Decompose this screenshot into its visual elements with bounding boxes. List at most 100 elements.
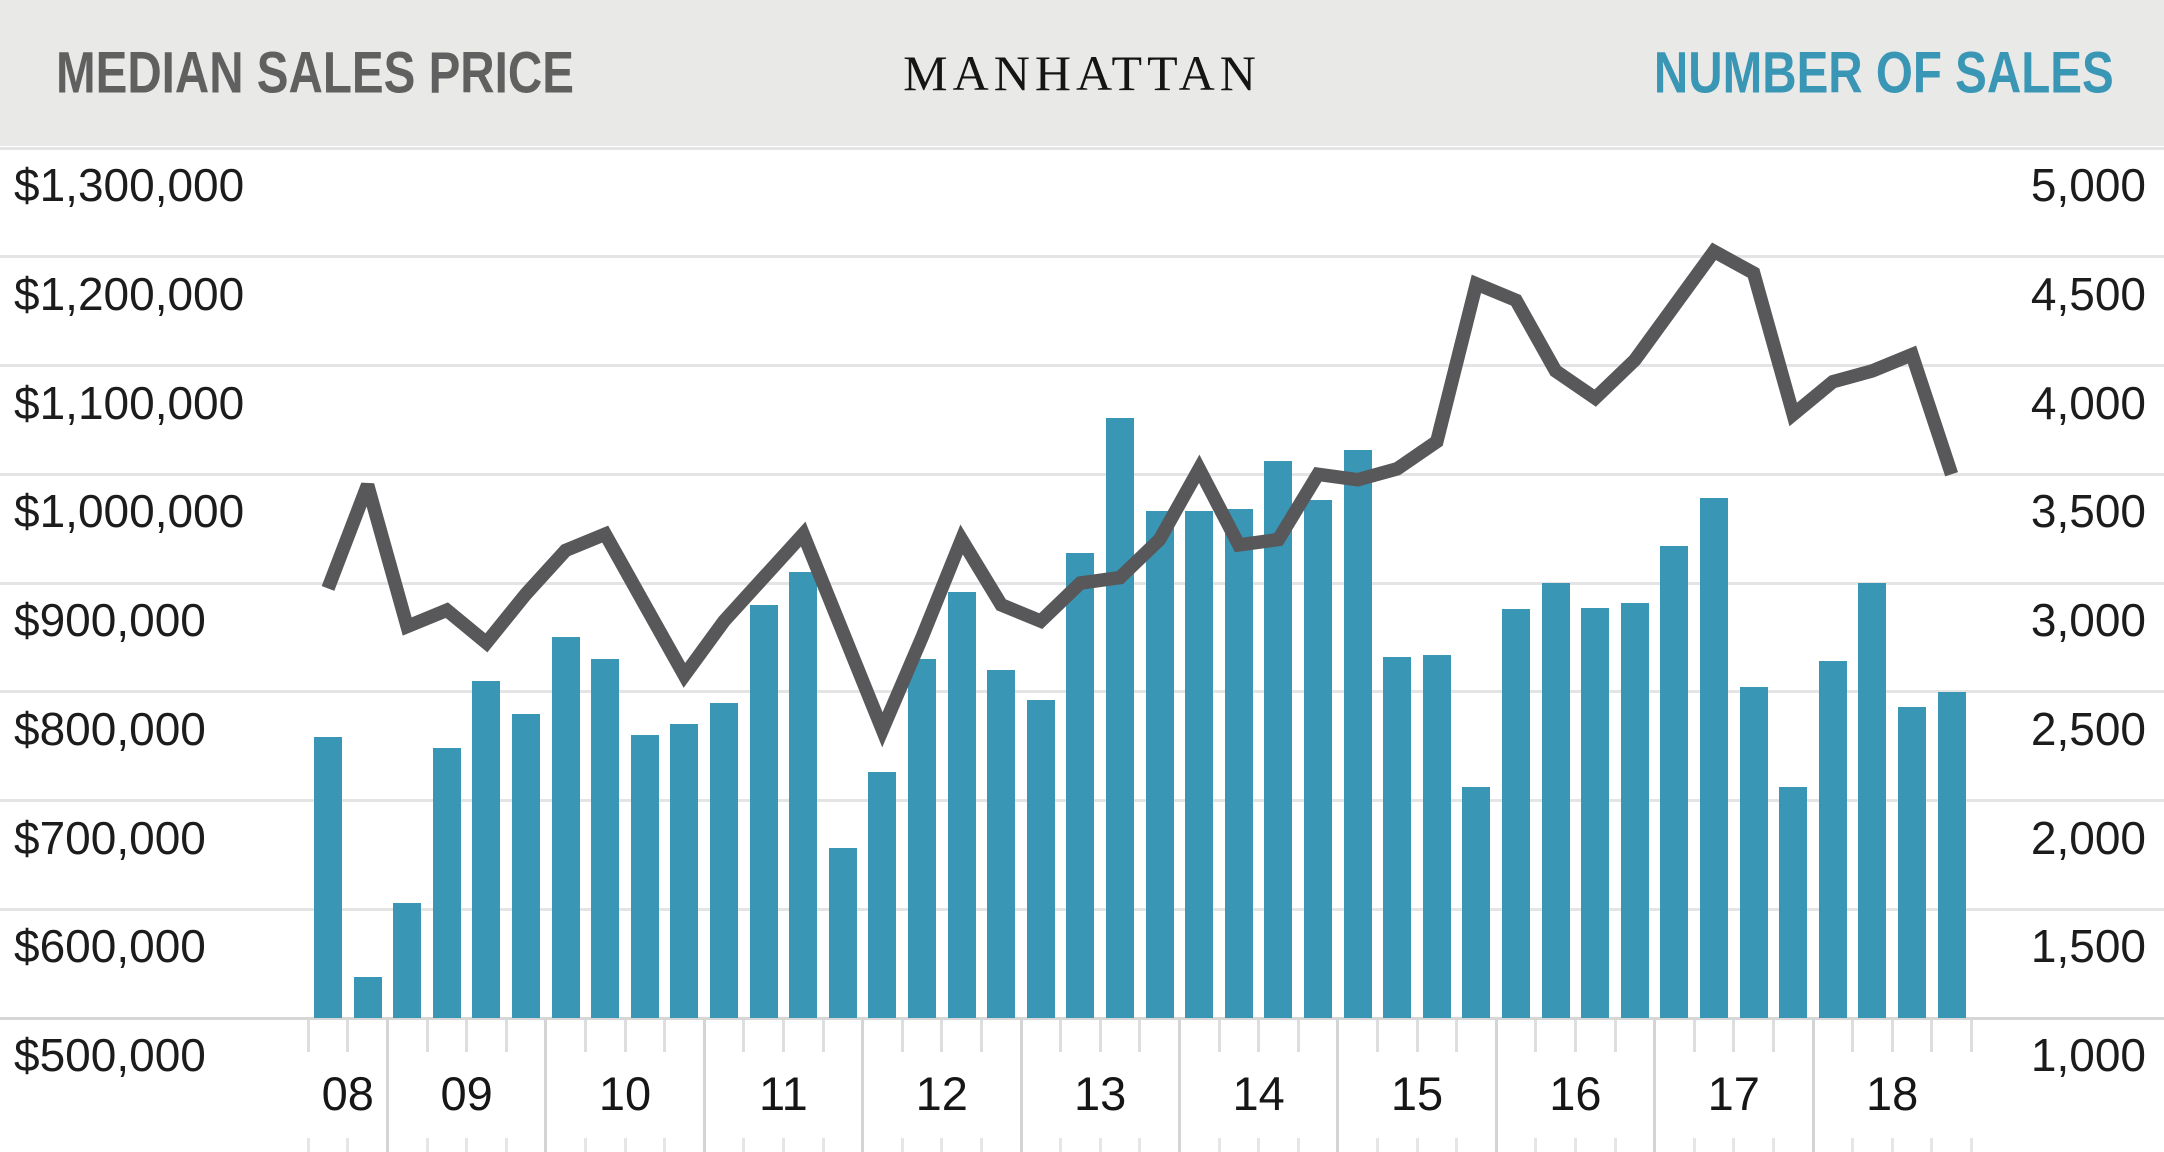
right-axis-title: NUMBER OF SALES <box>1654 40 2114 106</box>
sales-bar <box>789 572 818 1018</box>
quarter-tick <box>1059 1020 1063 1052</box>
bottom-tick <box>1059 1138 1063 1152</box>
quarter-tick <box>663 1020 667 1052</box>
bottom-tick <box>1217 1138 1221 1152</box>
sales-bar <box>1026 700 1055 1018</box>
bottom-tick <box>1851 1138 1855 1152</box>
right-axis-tick-label: 2,500 <box>2030 702 2146 755</box>
gridline <box>0 255 2164 259</box>
quarter-tick <box>979 1020 983 1052</box>
gridline <box>0 364 2164 367</box>
right-axis-tick-label: 5,000 <box>2030 159 2146 211</box>
sales-bar <box>749 604 778 1018</box>
bottom-tick <box>1296 1138 1300 1152</box>
x-axis-year-label: 10 <box>598 1067 652 1120</box>
quarter-tick <box>1771 1020 1775 1052</box>
left-axis-tick-label: $500,000 <box>14 1029 206 1081</box>
bottom-tick <box>1732 1138 1736 1152</box>
sales-bar <box>1620 602 1649 1018</box>
year-tick <box>861 1020 865 1152</box>
quarter-tick <box>1098 1020 1102 1052</box>
quarter-tick <box>1217 1020 1221 1052</box>
axis-baseline <box>0 1016 2164 1020</box>
sales-bar <box>1185 511 1214 1018</box>
quarter-tick <box>1375 1020 1379 1052</box>
bottom-tick <box>742 1138 746 1152</box>
sales-bar <box>868 772 897 1018</box>
bottom-tick <box>1415 1138 1419 1152</box>
bottom-tick <box>979 1138 983 1152</box>
quarter-tick <box>1296 1020 1300 1052</box>
bottom-tick <box>663 1138 667 1152</box>
left-axis-tick-label: $1,000,000 <box>14 485 245 538</box>
year-tick <box>1336 1020 1340 1152</box>
sales-bar <box>1937 691 1966 1018</box>
bottom-tick <box>425 1138 429 1152</box>
quarter-tick <box>940 1020 944 1052</box>
year-tick <box>1177 1020 1181 1152</box>
x-axis-year-label: 13 <box>1074 1067 1127 1120</box>
quarter-tick <box>1573 1020 1577 1052</box>
year-tick <box>385 1020 389 1152</box>
bottom-tick <box>1969 1138 1973 1152</box>
year-tick <box>702 1020 706 1152</box>
sales-bar <box>1700 498 1728 1018</box>
sales-bar <box>1224 509 1253 1018</box>
sales-bar <box>1898 706 1926 1018</box>
bottom-tick <box>1098 1138 1102 1152</box>
sales-bar <box>1858 583 1887 1018</box>
gridline <box>0 472 2164 476</box>
bottom-tick <box>1257 1138 1261 1152</box>
bottom-tick <box>940 1138 944 1152</box>
quarter-tick <box>742 1020 746 1052</box>
sales-bar <box>1739 687 1768 1018</box>
chart-header-band: MEDIAN SALES PRICE MANHATTAN NUMBER OF S… <box>0 0 2164 146</box>
bottom-tick <box>306 1138 310 1152</box>
sales-bar <box>1383 656 1412 1018</box>
quarter-tick <box>504 1020 508 1052</box>
sales-bar <box>1541 583 1570 1018</box>
bottom-tick <box>346 1138 350 1152</box>
quarter-tick <box>1890 1020 1894 1052</box>
sales-bar <box>432 748 461 1018</box>
x-axis-year-label: 16 <box>1549 1067 1602 1120</box>
left-axis-tick-label: $1,300,000 <box>14 159 245 211</box>
quarter-tick <box>1692 1020 1696 1052</box>
chart-title: MANHATTAN <box>903 45 1261 101</box>
quarter-tick <box>1257 1020 1261 1052</box>
median-price-line <box>321 242 1959 748</box>
sales-bar <box>512 713 540 1018</box>
gridline <box>0 146 2164 150</box>
bottom-tick <box>1455 1138 1459 1152</box>
quarter-tick <box>306 1020 310 1052</box>
right-axis-tick-label: 3,500 <box>2030 485 2146 538</box>
sales-bar <box>353 976 382 1018</box>
bottom-tick <box>504 1138 508 1152</box>
bottom-tick <box>1930 1138 1934 1152</box>
right-axis-tick-label: 1,500 <box>2030 920 2146 973</box>
quarter-tick <box>425 1020 429 1052</box>
bottom-tick <box>1692 1138 1696 1152</box>
quarter-tick <box>1969 1020 1973 1052</box>
right-axis-tick-label: 4,000 <box>2030 376 2146 429</box>
bottom-tick <box>1534 1138 1538 1152</box>
sales-bar <box>393 902 422 1018</box>
bottom-tick <box>623 1138 627 1152</box>
year-tick <box>1811 1020 1815 1152</box>
sales-bar <box>1660 546 1689 1018</box>
quarter-tick <box>1613 1020 1617 1052</box>
bottom-tick <box>900 1138 904 1152</box>
quarter-tick <box>1851 1020 1855 1052</box>
sales-bar <box>947 591 976 1018</box>
left-axis-tick-label: $1,100,000 <box>14 376 245 429</box>
quarter-tick <box>1534 1020 1538 1052</box>
sales-bar <box>710 702 738 1018</box>
sales-bar <box>908 659 936 1018</box>
bottom-tick <box>1138 1138 1142 1152</box>
left-axis-tick-label: $1,200,000 <box>14 267 245 320</box>
quarter-tick <box>1455 1020 1459 1052</box>
left-axis-title: MEDIAN SALES PRICE <box>56 40 574 106</box>
right-axis-tick-label: 1,000 <box>2030 1029 2146 1081</box>
